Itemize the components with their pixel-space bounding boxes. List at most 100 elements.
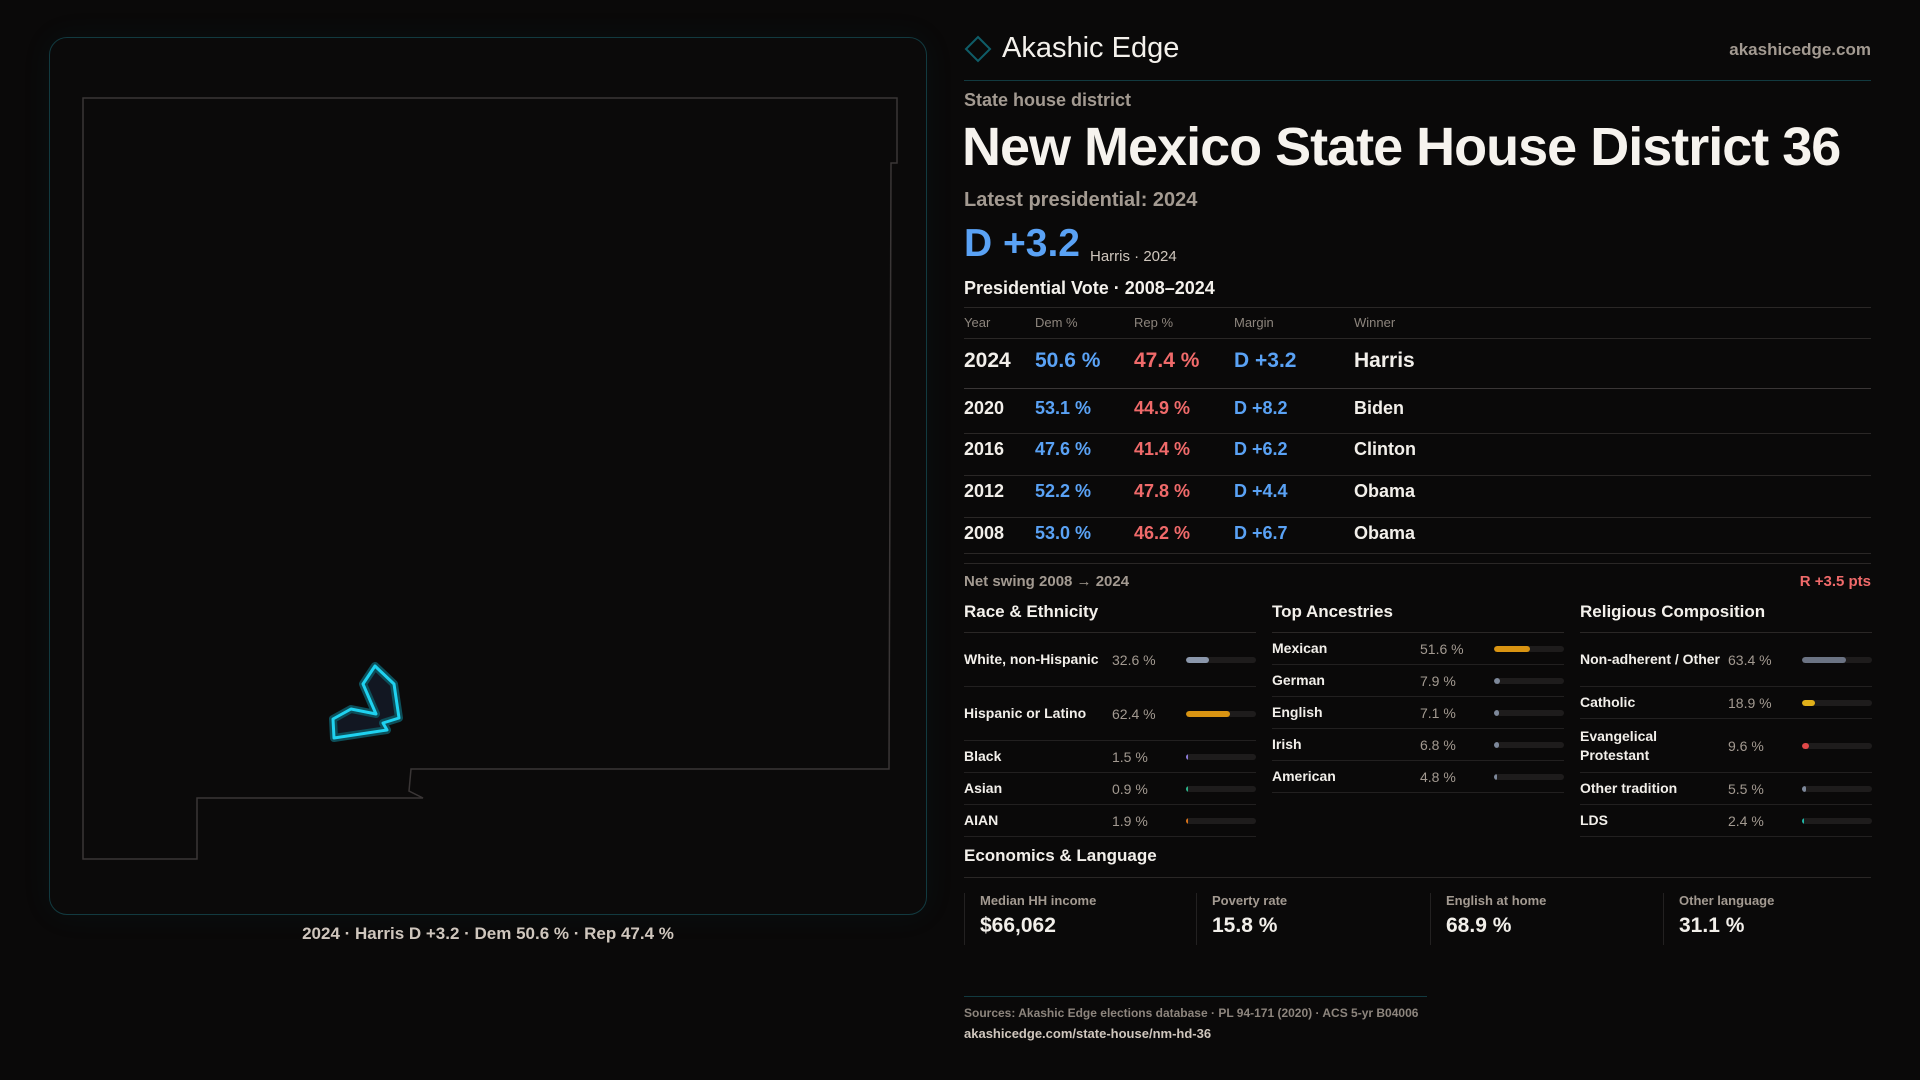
col-header-year: Year <box>964 315 991 330</box>
district-kind: State house district <box>964 90 1132 110</box>
cell-margin: D +6.2 <box>1234 439 1288 459</box>
table-row: 2020 53.1 % 44.9 % D +8.2 Biden <box>964 392 1871 433</box>
share-bar-fill <box>1802 699 1816 706</box>
demographic-row: Other tradition 5.5 % <box>1580 773 1872 805</box>
row-value: 0.9 % <box>1112 780 1148 797</box>
stat-label: Median HH income <box>980 893 1097 908</box>
share-bar <box>1186 785 1256 792</box>
stat-value: 15.8 % <box>1212 914 1278 937</box>
share-bar-fill <box>1802 785 1806 792</box>
row-value: 63.4 % <box>1728 651 1772 668</box>
row-value: 51.6 % <box>1420 640 1464 657</box>
row-label: Black <box>964 748 1002 764</box>
table-row: 2008 53.0 % 46.2 % D +6.7 Obama <box>964 517 1871 553</box>
cell-margin: D +8.2 <box>1234 398 1288 418</box>
row-label: Asian <box>964 780 1003 796</box>
row-label: Non-adherent / Other <box>1580 651 1721 667</box>
share-bar <box>1802 656 1872 663</box>
row-value: 7.9 % <box>1420 672 1456 689</box>
cell-winner: Clinton <box>1354 439 1416 459</box>
demographic-row: LDS 2.4 % <box>1580 805 1872 837</box>
row-label: Evangelical Protestant <box>1580 727 1658 763</box>
share-bar-fill <box>1802 817 1804 824</box>
row-value: 2.4 % <box>1728 812 1764 829</box>
cell-rep: 46.2 % <box>1134 523 1191 543</box>
row-value: 62.4 % <box>1112 705 1156 722</box>
row-divider <box>964 475 1871 476</box>
divider <box>964 877 1871 878</box>
table-row: 2012 52.2 % 47.8 % D +4.4 Obama <box>964 475 1871 517</box>
page-url[interactable]: akashicedge.com/state-house/nm-hd-36 <box>964 1026 1212 1041</box>
row-value: 7.1 % <box>1420 704 1456 721</box>
section-title: Religious Composition <box>1580 602 1872 633</box>
cell-dem: 47.6 % <box>1035 439 1092 459</box>
share-bar-fill <box>1186 710 1230 717</box>
cell-rep: 41.4 % <box>1134 439 1191 459</box>
row-label: White, non-Hispanic <box>964 651 1099 667</box>
share-bar <box>1186 710 1256 717</box>
stat-card: Poverty rate 15.8 % <box>1196 893 1428 945</box>
diamond-logo-icon <box>964 35 992 62</box>
row-divider <box>964 517 1871 518</box>
demographic-row: Evangelical Protestant 9.6 % <box>1580 719 1872 773</box>
map-caption: 2024 · Harris D +3.2 · Dem 50.6 % · Rep … <box>302 924 674 943</box>
cell-winner: Biden <box>1354 398 1405 418</box>
row-value: 1.5 % <box>1112 748 1148 765</box>
share-bar <box>1802 742 1872 749</box>
demographic-row: Irish 6.8 % <box>1272 729 1564 761</box>
stat-value: 31.1 % <box>1679 914 1745 937</box>
row-label: Catholic <box>1580 694 1636 710</box>
table-row: 2016 47.6 % 41.4 % D +6.2 Clinton <box>964 433 1871 475</box>
net-swing-value: R +3.5 pts <box>1799 573 1871 590</box>
brand[interactable]: Akashic Edge <box>964 32 1179 65</box>
sources: Sources: Akashic Edge elections database… <box>964 1006 1419 1020</box>
cell-rep: 44.9 % <box>1134 398 1191 418</box>
stat-card: Other language 31.1 % <box>1663 893 1895 945</box>
row-value: 9.6 % <box>1728 737 1764 754</box>
cell-dem: 50.6 % <box>1035 349 1101 372</box>
share-bar-fill <box>1494 773 1498 780</box>
page-title: New Mexico State House District 36 <box>962 117 1841 177</box>
demographic-row: Asian 0.9 % <box>964 773 1256 805</box>
share-bar-fill <box>1494 709 1499 716</box>
col-header-margin: Margin <box>1234 315 1274 330</box>
share-bar-fill <box>1186 753 1188 760</box>
col-header-dem: Dem % <box>1035 315 1078 330</box>
row-value: 6.8 % <box>1420 736 1456 753</box>
section-title: Top Ancestries <box>1272 602 1564 633</box>
share-bar-fill <box>1802 656 1847 663</box>
cell-year: 2024 <box>964 349 1011 372</box>
share-bar <box>1494 645 1564 652</box>
share-bar-fill <box>1494 645 1531 652</box>
cell-dem: 52.2 % <box>1035 481 1092 501</box>
cell-dem: 53.0 % <box>1035 523 1092 543</box>
divider <box>964 563 1871 564</box>
col-header-winner: Winner <box>1354 315 1396 330</box>
row-label: German <box>1272 672 1325 688</box>
stat-value: 68.9 % <box>1446 914 1512 937</box>
demographic-row: White, non-Hispanic 32.6 % <box>964 633 1256 687</box>
stat-card: Median HH income $66,062 <box>964 893 1196 945</box>
row-value: 5.5 % <box>1728 780 1764 797</box>
row-label: LDS <box>1580 812 1608 828</box>
cell-rep: 47.8 % <box>1134 481 1191 501</box>
demographic-row: German 7.9 % <box>1272 665 1564 697</box>
stat-value: $66,062 <box>980 914 1056 937</box>
share-bar <box>1494 741 1564 748</box>
row-label: American <box>1272 768 1336 784</box>
share-bar <box>1494 677 1564 684</box>
site-link[interactable]: akashicedge.com <box>1729 40 1871 59</box>
col-header-rep: Rep % <box>1134 315 1174 330</box>
district-outline <box>331 664 401 740</box>
row-value: 4.8 % <box>1420 768 1456 785</box>
latest-margin-sub: Harris · 2024 <box>1090 248 1177 265</box>
map-panel <box>49 37 927 915</box>
row-divider <box>964 433 1871 434</box>
share-bar-fill <box>1186 656 1209 663</box>
row-label: AIAN <box>964 812 999 828</box>
share-bar <box>1186 817 1256 824</box>
cell-year: 2020 <box>964 398 1005 418</box>
cell-year: 2012 <box>964 481 1005 501</box>
row-label: Other tradition <box>1580 780 1678 796</box>
header-divider <box>964 80 1871 81</box>
